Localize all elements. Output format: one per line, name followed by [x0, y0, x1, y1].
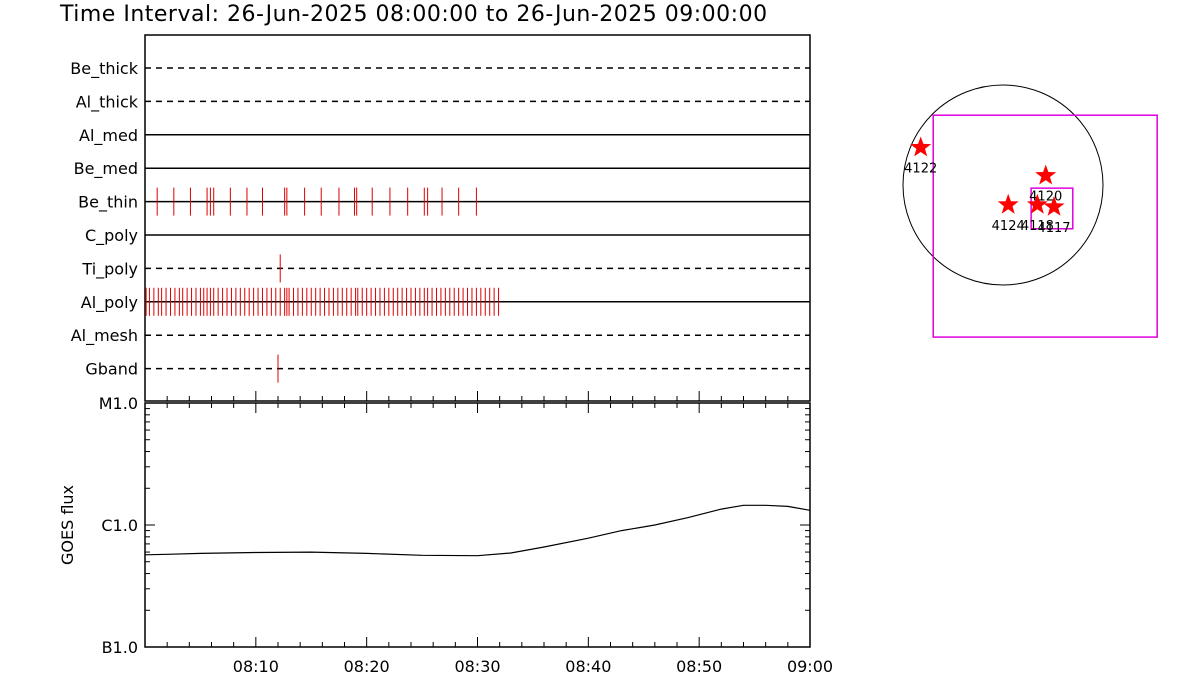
active-region-label: 4118	[1021, 219, 1054, 234]
x-tick-label: 08:10	[233, 657, 279, 676]
y-axis-label: GOES flux	[58, 485, 77, 565]
goes-panel-frame	[144, 402, 811, 648]
goes-flux-line	[144, 504, 811, 557]
active-region-label: 4124	[992, 219, 1025, 234]
filter-panel-frame	[144, 34, 811, 402]
active-region-star	[1035, 164, 1057, 185]
x-tick-label: 08:40	[565, 657, 611, 676]
active-region-label: 4117	[1037, 221, 1070, 236]
solar-limb-circle	[902, 84, 1104, 286]
active-region-star	[910, 136, 932, 157]
active-region-star	[997, 193, 1019, 214]
y-tick-label: M1.0	[99, 394, 138, 413]
row-label: Be_thick	[70, 59, 138, 79]
row-label: C_poly	[85, 226, 138, 246]
row-label: Al_mesh	[71, 326, 138, 346]
row-label: Al_poly	[81, 293, 138, 313]
x-tick-label: 08:50	[676, 657, 722, 676]
x-tick-label: 09:00	[787, 657, 833, 676]
y-tick-label: C1.0	[101, 516, 138, 535]
row-label: Gband	[85, 360, 138, 379]
x-tick-label: 08:20	[344, 657, 390, 676]
active-region-label: 4122	[904, 162, 937, 177]
fov-box-1	[932, 114, 1158, 338]
active-region-star	[1026, 193, 1048, 214]
filter-rows-panel: Be_thick Al_thick Al_med Be_med Be_thin C_pol…	[70, 34, 811, 402]
active-region-star	[1043, 195, 1065, 216]
row-label: Be_thin	[78, 193, 138, 213]
row-label: Al_thick	[76, 92, 139, 112]
x-tick-label: 08:30	[454, 657, 500, 676]
fov-box-2	[1030, 187, 1074, 230]
goes-flux-panel: M1.0 C1.0 B1.0 GOES flux 08:10 08:20 08:30 08:4…	[58, 391, 833, 676]
row-label: Ti_poly	[81, 259, 138, 279]
time-interval-title: Time Interval: 26-Jun-2025 08:00:00 to 2…	[60, 2, 768, 27]
row-label: Be_med	[74, 159, 138, 179]
row-label: Al_med	[79, 126, 138, 146]
y-tick-label: B1.0	[102, 638, 138, 657]
